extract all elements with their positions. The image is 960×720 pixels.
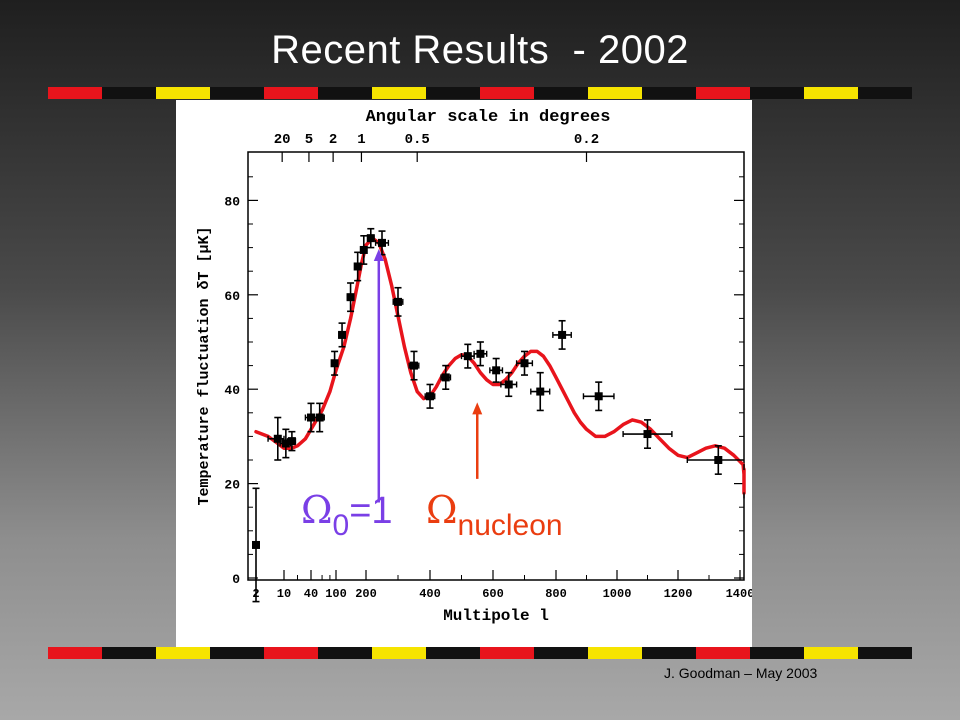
flag-band-top-segment (750, 87, 805, 99)
x-tick-label: 40 (304, 587, 318, 601)
flag-band-top-segment (102, 87, 157, 99)
data-point (594, 392, 603, 401)
flag-band-top-segment (804, 87, 859, 99)
data-point (476, 349, 485, 358)
slide-title: Recent Results - 2002 (271, 28, 689, 72)
chart-panel: Angular scale in degrees Multipole l Tem… (176, 100, 752, 648)
y-tick-label: 40 (224, 383, 240, 398)
flag-band-top-segment (48, 87, 103, 99)
data-point (426, 392, 434, 401)
flag-band-top-segment (642, 87, 697, 99)
data-point (252, 540, 260, 549)
flag-band-top-segment (210, 87, 265, 99)
flag-band-top-segment (858, 87, 912, 99)
data-point (353, 262, 362, 271)
data-point (410, 361, 418, 370)
x-tick-label: 100 (325, 587, 347, 601)
x-axis-title: Multipole l (443, 607, 549, 625)
data-point (714, 456, 723, 464)
data-point (558, 330, 567, 339)
flag-band-top (48, 87, 912, 99)
y-axis-title: Temperature fluctuation δT [μK] (196, 226, 213, 505)
data-point (643, 430, 652, 439)
x-tick-label: 1200 (664, 587, 693, 601)
flag-band-bottom-segment (804, 647, 859, 659)
x-tick-label: 1400 (726, 587, 752, 601)
cmb-power-spectrum-chart: Angular scale in degrees Multipole l Tem… (196, 108, 752, 625)
y-tick-label: 60 (224, 289, 240, 304)
data-point (504, 380, 513, 389)
data-point (394, 297, 402, 306)
flag-band-bottom-segment (264, 647, 319, 659)
flag-band-bottom-segment (156, 647, 211, 659)
top-tick-label: 0.5 (405, 132, 430, 148)
y-tick-label: 80 (224, 194, 240, 209)
flag-band-bottom-segment (480, 647, 535, 659)
flag-band-bottom-segment (372, 647, 427, 659)
flag-band-bottom-segment (588, 647, 643, 659)
data-point (366, 234, 375, 243)
x-tick-label: 600 (482, 587, 504, 601)
flag-band-bottom-segment (102, 647, 157, 659)
x-tick-label: 200 (355, 587, 377, 601)
data-point (338, 330, 347, 339)
top-axis-title: Angular scale in degrees (366, 108, 611, 127)
annotation-arrow-head (373, 248, 384, 261)
data-point (273, 434, 282, 443)
model-curve (254, 236, 746, 495)
data-point (536, 387, 545, 396)
flag-band-bottom-segment (318, 647, 373, 659)
x-tick-label: 800 (545, 587, 567, 601)
flag-band-top-segment (372, 87, 427, 99)
flag-band-top-segment (588, 87, 643, 99)
flag-band-bottom-segment (426, 647, 481, 659)
flag-band-bottom-segment (48, 647, 103, 659)
flag-band-bottom-segment (642, 647, 697, 659)
flag-band-bottom-segment (750, 647, 805, 659)
top-tick-label: 5 (305, 132, 313, 148)
flag-band-top-segment (156, 87, 211, 99)
data-point (315, 413, 324, 422)
data-point (378, 238, 386, 247)
data-point (307, 413, 315, 422)
flag-band-bottom-segment (858, 647, 912, 659)
data-point (359, 245, 368, 254)
flag-band-bottom-segment (210, 647, 265, 659)
annotation-nucleon-label: Ωnucleon (426, 488, 563, 542)
y-tick-label: 0 (232, 572, 240, 587)
top-tick-label: 20 (274, 132, 291, 148)
data-point (463, 352, 472, 361)
data-point (330, 359, 339, 368)
top-tick-label: 0.2 (574, 132, 599, 148)
flag-band-top-segment (480, 87, 535, 99)
flag-band-top-segment (426, 87, 481, 99)
annotation-arrow-head (472, 402, 483, 415)
flag-band-bottom-segment (696, 647, 751, 659)
data-point (441, 373, 450, 382)
x-tick-label: 1000 (603, 587, 632, 601)
x-tick-label: 10 (277, 587, 291, 601)
flag-band-top-segment (534, 87, 589, 99)
flag-band-top-segment (264, 87, 319, 99)
top-tick-label: 1 (357, 132, 365, 148)
data-point (281, 439, 290, 448)
flag-band-top-segment (696, 87, 751, 99)
flag-band-bottom (48, 647, 912, 659)
data-point (520, 359, 529, 368)
flag-band-top-segment (318, 87, 373, 99)
data-point (346, 293, 355, 302)
x-tick-label: 400 (419, 587, 441, 601)
flag-band-bottom-segment (534, 647, 589, 659)
top-tick-label: 2 (329, 132, 337, 148)
data-point (492, 366, 501, 375)
data-point (287, 437, 296, 446)
footer-credit: J. Goodman – May 2003 (664, 665, 818, 681)
annotation-omega0-label: Ω0=1 (301, 488, 393, 542)
y-tick-label: 20 (224, 478, 240, 493)
